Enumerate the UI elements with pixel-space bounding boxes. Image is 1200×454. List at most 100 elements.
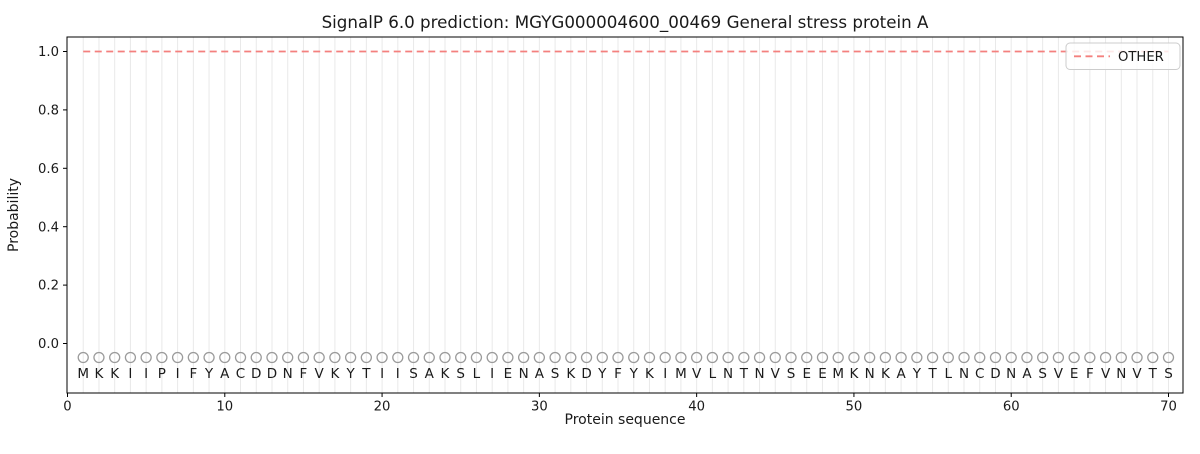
- residue-letter: N: [1006, 366, 1016, 382]
- residue-letter: A: [1022, 366, 1032, 382]
- legend-other-label: OTHER: [1118, 50, 1164, 65]
- residue-marker: [517, 351, 530, 364]
- y-tick-label: 1.0: [38, 45, 59, 60]
- residue-letter: A: [220, 366, 230, 382]
- residue-marker: [675, 351, 687, 364]
- residue-marker: [250, 351, 262, 364]
- residue-marker: [612, 351, 624, 364]
- residue-letter: E: [504, 366, 513, 382]
- residue-letter: I: [396, 366, 400, 382]
- residue-marker: [785, 351, 797, 364]
- residue-marker: [1099, 351, 1112, 364]
- residue-marker: [219, 351, 231, 364]
- residue-letter: C: [236, 366, 245, 382]
- residue-marker: [234, 351, 247, 364]
- residue-marker: [439, 351, 451, 364]
- residue-letter: I: [176, 366, 180, 382]
- residue-letter: P: [158, 366, 166, 382]
- x-tick-label: 40: [688, 400, 705, 415]
- residue-marker: [407, 351, 420, 364]
- residue-letter: L: [945, 366, 953, 382]
- residue-marker: [926, 351, 939, 364]
- residue-letter: I: [144, 366, 148, 382]
- residue-letter: T: [361, 366, 371, 382]
- residue-marker: [1115, 351, 1127, 364]
- residue-marker: [596, 351, 608, 364]
- residue-letter: N: [1116, 366, 1126, 382]
- residue-letter: Y: [629, 366, 639, 382]
- gridlines-group: [82, 37, 1169, 393]
- residue-letter: N: [283, 366, 293, 382]
- residue-marker: [958, 351, 970, 364]
- residue-letter: T: [739, 366, 749, 382]
- residue-letter: F: [189, 366, 197, 382]
- residue-letter: V: [771, 366, 781, 382]
- residue-marker: [187, 351, 199, 364]
- residue-letter: K: [441, 366, 451, 382]
- y-tick-label: 0.8: [38, 104, 59, 119]
- residue-marker: [801, 351, 813, 364]
- residue-letter: I: [380, 366, 384, 382]
- residue-letter: K: [566, 366, 576, 382]
- residue-letter: V: [1101, 366, 1111, 382]
- residue-letter: A: [896, 366, 906, 382]
- residue-letter: E: [1070, 366, 1079, 382]
- residue-letter: S: [456, 366, 465, 382]
- residue-marker: [109, 351, 121, 364]
- residue-letter: S: [409, 366, 418, 382]
- residue-letter: M: [675, 366, 687, 382]
- residue-marker: [423, 351, 435, 364]
- x-tick-label: 50: [846, 400, 863, 415]
- residue-letter: D: [581, 366, 591, 382]
- y-axis-ticks: 0.0 0.2 0.4 0.6 0.8 1.0: [38, 45, 67, 352]
- residue-marker: [1021, 351, 1033, 364]
- residue-letter: D: [267, 366, 277, 382]
- residue-marker: [659, 351, 671, 364]
- residue-marker: [360, 351, 372, 364]
- residue-marker: [549, 351, 561, 364]
- plot-border: [66, 36, 1184, 394]
- residue-letter: V: [1054, 366, 1064, 382]
- residue-letter: N: [959, 366, 969, 382]
- residue-marker: [171, 351, 184, 364]
- residue-marker: [392, 351, 404, 364]
- residue-marker: [1084, 351, 1096, 364]
- residue-marker: [864, 351, 876, 364]
- residue-letter: N: [865, 366, 875, 382]
- residue-letter: M: [832, 366, 844, 382]
- residue-marker: [580, 351, 593, 364]
- residue-marker: [706, 351, 719, 364]
- residue-marker: [203, 351, 215, 364]
- residue-letter: V: [315, 366, 325, 382]
- residue-letter: L: [709, 366, 717, 382]
- residue-letter: E: [802, 366, 811, 382]
- residue-marker: [376, 351, 388, 364]
- residue-letter: V: [1132, 366, 1142, 382]
- residue-marker: [942, 351, 954, 364]
- residue-marker: [140, 351, 152, 364]
- residue-marker: [565, 351, 577, 364]
- residue-marker: [989, 351, 1002, 364]
- residue-marker: [816, 351, 829, 364]
- residue-marker: [895, 351, 907, 364]
- x-axis-ticks: 0 10 20 30 40 50 60 70: [63, 393, 1177, 415]
- legend-box: [1065, 42, 1181, 70]
- residue-letter: F: [614, 366, 622, 382]
- residue-letter: K: [881, 366, 891, 382]
- residue-marker: [722, 351, 734, 364]
- residue-marker: [832, 351, 844, 364]
- residue-marker: [297, 351, 310, 364]
- y-tick-label: 0.0: [38, 337, 59, 352]
- residue-marker: [753, 351, 766, 364]
- residue-marker: [1147, 351, 1159, 364]
- residue-letter: Y: [597, 366, 607, 382]
- x-tick-label: 0: [63, 400, 71, 415]
- residue-letter: D: [990, 366, 1000, 382]
- residue-letter: I: [128, 366, 132, 382]
- residue-marker: [329, 351, 341, 364]
- x-tick-label: 10: [216, 400, 233, 415]
- residue-letter: T: [927, 366, 937, 382]
- residue-marker: [156, 351, 168, 364]
- residue-marker: [769, 351, 781, 364]
